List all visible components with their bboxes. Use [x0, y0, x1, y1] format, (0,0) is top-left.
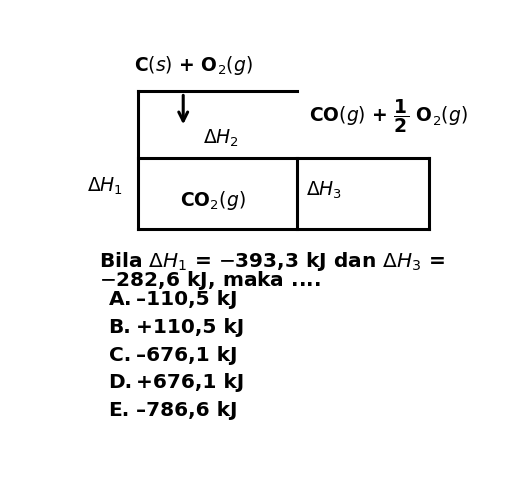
Text: $\Delta H_3$: $\Delta H_3$: [306, 180, 342, 201]
Text: $-$282,6 kJ, maka ....: $-$282,6 kJ, maka ....: [99, 269, 321, 292]
Text: $\Delta H_1$: $\Delta H_1$: [87, 176, 123, 197]
Text: CO$_2$$(g)$: CO$_2$$(g)$: [180, 189, 245, 212]
Text: –786,6 kJ: –786,6 kJ: [136, 401, 238, 420]
Text: C$(s)$ + O$_2$$(g)$: C$(s)$ + O$_2$$(g)$: [134, 54, 252, 77]
Text: –110,5 kJ: –110,5 kJ: [136, 290, 238, 309]
Text: Bila $\Delta H_1$ = $-$393,3 kJ dan $\Delta H_3$ =: Bila $\Delta H_1$ = $-$393,3 kJ dan $\De…: [99, 250, 445, 273]
Text: D.: D.: [108, 373, 133, 392]
Text: B.: B.: [108, 318, 131, 337]
Text: A.: A.: [108, 290, 132, 309]
Text: E.: E.: [108, 401, 130, 420]
Text: –676,1 kJ: –676,1 kJ: [136, 346, 238, 365]
Text: C.: C.: [108, 346, 131, 365]
Text: +676,1 kJ: +676,1 kJ: [136, 373, 244, 392]
Text: +110,5 kJ: +110,5 kJ: [136, 318, 244, 337]
Text: $\Delta H_2$: $\Delta H_2$: [203, 128, 239, 149]
Text: CO$(g)$ + $\mathbf{\dfrac{1}{2}}$ O$_2$$(g)$: CO$(g)$ + $\mathbf{\dfrac{1}{2}}$ O$_2$$…: [309, 97, 468, 135]
